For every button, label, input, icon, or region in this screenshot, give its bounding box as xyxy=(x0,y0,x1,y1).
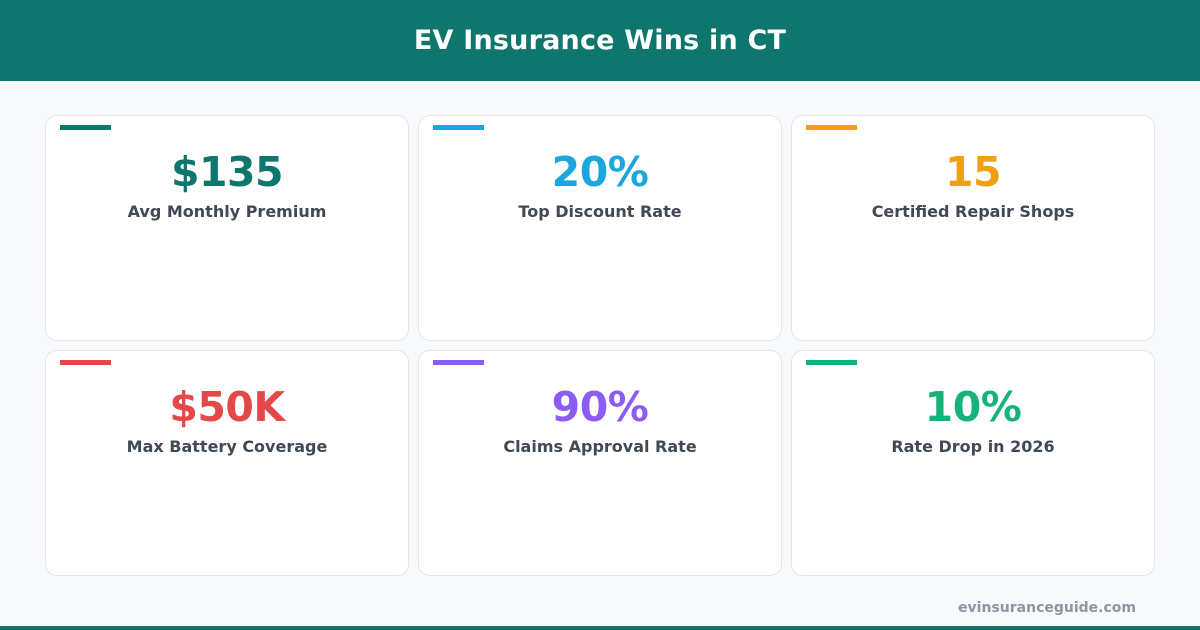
stat-label: Top Discount Rate xyxy=(518,202,682,221)
stat-value: $50K xyxy=(169,383,285,431)
stat-card-claims-approval-rate: 90% Claims Approval Rate xyxy=(418,350,782,576)
stat-label: Max Battery Coverage xyxy=(126,437,328,456)
page-title: EV Insurance Wins in CT xyxy=(413,25,787,56)
stat-label: Claims Approval Rate xyxy=(503,437,697,456)
stat-label: Certified Repair Shops xyxy=(871,202,1075,221)
stat-value: 90% xyxy=(551,383,649,431)
card-accent-bar xyxy=(806,125,857,130)
stats-grid: $135 Avg Monthly Premium 20% Top Discoun… xyxy=(45,115,1155,576)
stat-card-max-battery-coverage: $50K Max Battery Coverage xyxy=(45,350,409,576)
stat-label: Avg Monthly Premium xyxy=(127,202,327,221)
header-bar: EV Insurance Wins in CT xyxy=(0,0,1200,81)
stat-card-rate-drop-2026: 10% Rate Drop in 2026 xyxy=(791,350,1155,576)
footer-url: evinsuranceguide.com xyxy=(958,600,1136,616)
stat-card-avg-monthly-premium: $135 Avg Monthly Premium xyxy=(45,115,409,341)
card-accent-bar xyxy=(60,125,111,130)
card-accent-bar xyxy=(433,125,484,130)
card-accent-bar xyxy=(60,360,111,365)
stat-value: 20% xyxy=(551,148,649,196)
card-accent-bar xyxy=(433,360,484,365)
stat-label: Rate Drop in 2026 xyxy=(891,437,1055,456)
stat-card-top-discount-rate: 20% Top Discount Rate xyxy=(418,115,782,341)
stat-card-certified-repair-shops: 15 Certified Repair Shops xyxy=(791,115,1155,341)
footer-accent-bar xyxy=(0,626,1200,630)
card-accent-bar xyxy=(806,360,857,365)
stat-value: $135 xyxy=(170,148,284,196)
stat-value: 15 xyxy=(944,148,1002,196)
stat-value: 10% xyxy=(924,383,1022,431)
